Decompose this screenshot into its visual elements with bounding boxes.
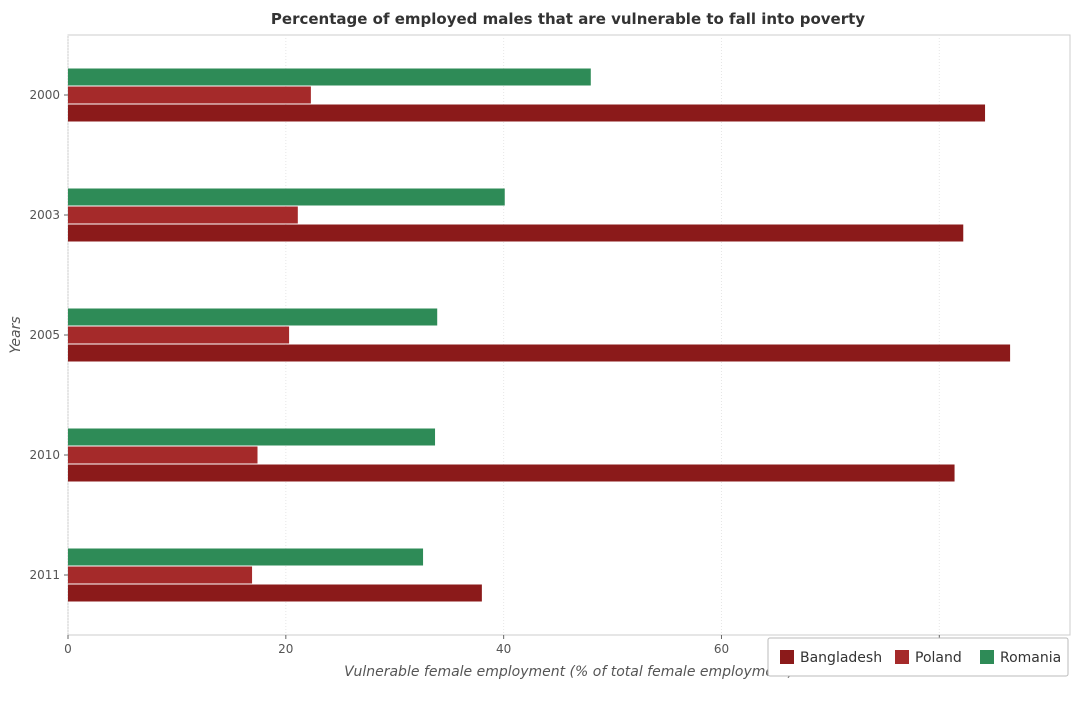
y-tick-label: 2005 [29, 328, 60, 342]
legend-label-bangladesh: Bangladesh [800, 650, 882, 666]
legend-swatch-romania [980, 650, 994, 664]
bars-layer [68, 68, 1011, 602]
legend-label-romania: Romania [1000, 650, 1061, 666]
y-tick-label: 2000 [29, 88, 60, 102]
bar-romania-2010 [68, 428, 436, 446]
bar-romania-2003 [68, 188, 505, 206]
legend: Bangladesh Poland Romania [767, 637, 1069, 677]
bar-poland-2000 [68, 86, 311, 104]
bar-bangladesh-2010 [68, 464, 955, 482]
y-axis-ticks: 2000 2003 2005 2010 2011 [29, 88, 68, 582]
bar-bangladesh-2005 [68, 344, 1011, 362]
y-tick-label: 2010 [29, 448, 60, 462]
x-tick-label: 60 [714, 642, 729, 656]
x-axis-label: Vulnerable female employment (% of total… [344, 664, 794, 680]
bar-poland-2010 [68, 446, 258, 464]
bar-poland-2005 [68, 326, 290, 344]
y-axis-label: Years [8, 316, 24, 353]
legend-swatch-bangladesh [780, 650, 794, 664]
y-tick-label: 2003 [29, 208, 60, 222]
bar-romania-2000 [68, 68, 591, 86]
bar-bangladesh-2000 [68, 104, 986, 122]
x-tick-label: 20 [278, 642, 293, 656]
x-tick-label: 40 [496, 642, 511, 656]
legend-box [767, 637, 1069, 677]
x-tick-label: 0 [64, 642, 72, 656]
bar-poland-2011 [68, 566, 253, 584]
legend-swatch-poland [895, 650, 909, 664]
y-tick-label: 2011 [29, 568, 60, 582]
bar-bangladesh-2011 [68, 584, 482, 602]
bar-romania-2011 [68, 548, 424, 566]
chart-title: Percentage of employed males that are vu… [271, 10, 865, 28]
bar-poland-2003 [68, 206, 298, 224]
bar-romania-2005 [68, 308, 438, 326]
bar-bangladesh-2003 [68, 224, 964, 242]
legend-label-poland: Poland [915, 650, 962, 666]
